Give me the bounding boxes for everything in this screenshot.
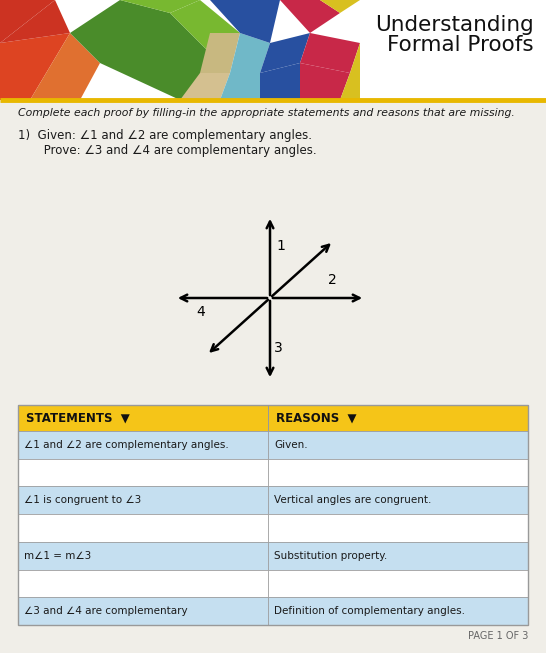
Bar	[18, 458, 268, 486]
Polygon shape	[300, 63, 350, 100]
Bar	[268, 597, 528, 625]
Polygon shape	[200, 33, 240, 73]
Polygon shape	[30, 33, 100, 100]
Text: Substitution property.: Substitution property.	[274, 550, 387, 561]
Text: m∠1 = m∠3: m∠1 = m∠3	[24, 550, 91, 561]
Bar	[268, 458, 528, 486]
Bar	[268, 405, 528, 431]
Polygon shape	[300, 33, 360, 73]
Text: REASONS  ▼: REASONS ▼	[276, 411, 357, 424]
Bar	[18, 431, 268, 458]
Bar	[0, 0, 546, 100]
Polygon shape	[230, 33, 270, 73]
Text: 2: 2	[328, 273, 337, 287]
Bar	[268, 431, 528, 458]
Text: Understanding: Understanding	[375, 15, 534, 35]
Text: ∠1 and ∠2 are complementary angles.: ∠1 and ∠2 are complementary angles.	[24, 440, 229, 450]
Text: Prove: ∠3 and ∠4 are complementary angles.: Prove: ∠3 and ∠4 are complementary angle…	[25, 144, 317, 157]
Text: Vertical angles are congruent.: Vertical angles are congruent.	[274, 495, 431, 505]
Text: STATEMENTS  ▼: STATEMENTS ▼	[26, 411, 130, 424]
Bar	[360, 0, 546, 100]
Text: Definition of complementary angles.: Definition of complementary angles.	[274, 606, 465, 616]
Bar	[0, 100, 546, 653]
Polygon shape	[350, 43, 380, 73]
Bar	[268, 569, 528, 597]
Polygon shape	[170, 0, 240, 63]
Bar	[18, 514, 268, 542]
Text: 3: 3	[274, 341, 283, 355]
Polygon shape	[370, 73, 400, 100]
Text: 1)  Given: ∠1 and ∠2 are complementary angles.: 1) Given: ∠1 and ∠2 are complementary an…	[18, 129, 312, 142]
Text: Complete each proof by filling-in the appropriate statements and reasons that ar: Complete each proof by filling-in the ap…	[18, 108, 515, 118]
Bar	[268, 542, 528, 569]
Bar	[268, 486, 528, 514]
Bar	[18, 597, 268, 625]
Text: Formal Proofs: Formal Proofs	[387, 35, 534, 55]
Bar	[268, 514, 528, 542]
Polygon shape	[210, 0, 280, 43]
Bar	[18, 542, 268, 569]
Text: ∠3 and ∠4 are complementary: ∠3 and ∠4 are complementary	[24, 606, 188, 616]
Text: 1: 1	[276, 239, 285, 253]
Bar	[18, 569, 268, 597]
Polygon shape	[70, 0, 220, 100]
Polygon shape	[340, 73, 370, 100]
Polygon shape	[260, 63, 300, 100]
Polygon shape	[370, 43, 390, 73]
Bar	[18, 486, 268, 514]
Polygon shape	[0, 33, 70, 100]
Polygon shape	[0, 0, 70, 43]
Polygon shape	[220, 73, 260, 100]
Polygon shape	[180, 73, 230, 100]
Polygon shape	[120, 0, 200, 13]
Bar	[18, 405, 268, 431]
Polygon shape	[0, 0, 55, 43]
Polygon shape	[320, 0, 360, 13]
Text: 4: 4	[196, 305, 205, 319]
Polygon shape	[260, 33, 310, 73]
Bar	[18, 405, 528, 625]
Text: PAGE 1 OF 3: PAGE 1 OF 3	[467, 631, 528, 641]
Text: ∠1 is congruent to ∠3: ∠1 is congruent to ∠3	[24, 495, 141, 505]
Text: Given.: Given.	[274, 440, 307, 450]
Polygon shape	[280, 0, 340, 33]
